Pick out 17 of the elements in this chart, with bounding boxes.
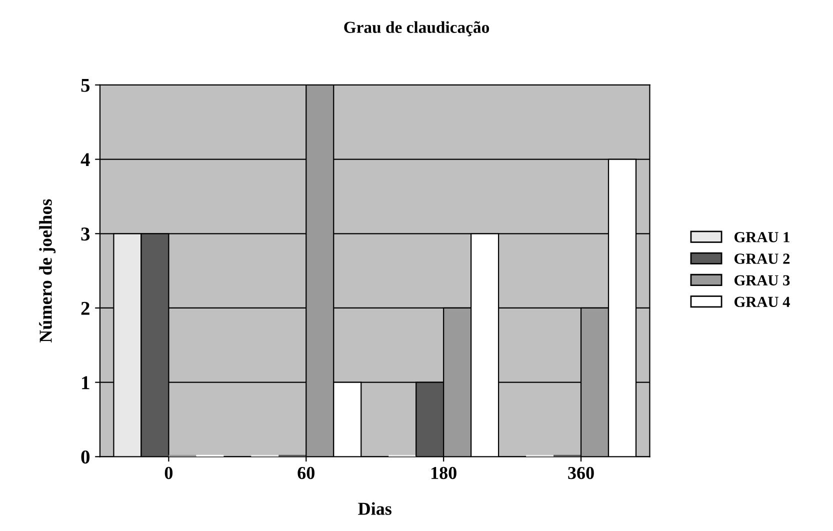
y-tick-label: 0 (81, 450, 90, 464)
y-tick-label: 4 (80, 153, 90, 166)
legend-label: GRAU 4 (734, 296, 790, 308)
y-tick-label: 3 (81, 228, 90, 241)
chart-title: Grau de claudicação (344, 21, 490, 36)
y-tick-label: 5 (81, 78, 90, 92)
x-tick-label: 360 (568, 466, 594, 480)
x-tick-label: 0 (164, 466, 173, 480)
x-axis-title: Dias (358, 502, 392, 515)
x-tick-label: 60 (298, 466, 314, 480)
y-tick-label: 2 (81, 302, 90, 315)
y-axis-title: Número de joelhos (39, 199, 56, 343)
y-tick-label: 1 (82, 376, 90, 390)
legend-label: GRAU 3 (734, 275, 790, 286)
x-tick-label: 180 (431, 466, 456, 480)
legend-label: GRAU 1 (734, 232, 790, 242)
legend-label: GRAU 2 (734, 254, 790, 264)
